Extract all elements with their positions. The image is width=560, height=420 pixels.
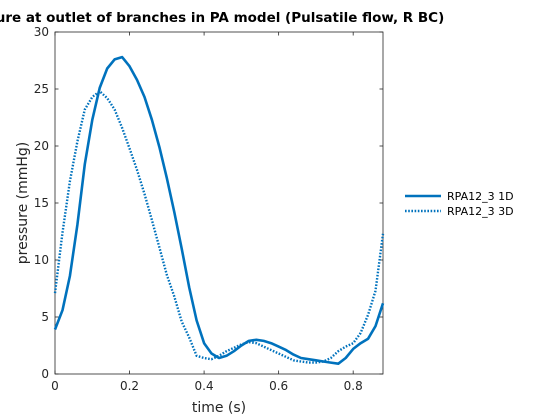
x-tick-label: 0.6: [269, 379, 288, 393]
x-tick-label: 0.2: [120, 379, 139, 393]
y-tick-label: 30: [34, 25, 49, 39]
y-axis: 0 5 10 15 20 25 30: [34, 25, 383, 381]
x-tick-label: 0.4: [195, 379, 214, 393]
y-axis-label: pressure (mmHg): [15, 142, 31, 265]
legend-label: RPA12_3 1D: [447, 190, 514, 203]
legend: RPA12_3 1D RPA12_3 3D: [405, 190, 514, 218]
y-tick-label: 20: [34, 139, 49, 153]
x-tick-label: 0.8: [344, 379, 363, 393]
y-tick-label: 10: [34, 253, 49, 267]
chart-title: ure at outlet of branches in PA model (P…: [0, 10, 444, 26]
series-line-1d: [53, 55, 385, 366]
x-tick-label: 0: [51, 379, 59, 393]
legend-label: RPA12_3 3D: [447, 205, 514, 218]
series-lines: [53, 55, 385, 366]
y-tick-label: 15: [34, 196, 49, 210]
x-axis: 0 0.2 0.4 0.6 0.8: [51, 32, 363, 393]
x-axis-label: time (s): [192, 400, 246, 416]
y-tick-label: 25: [34, 82, 49, 96]
series-line-3d: [53, 90, 385, 364]
y-tick-label: 0: [41, 367, 49, 381]
plot-area: [54, 31, 384, 375]
y-tick-label: 5: [41, 310, 49, 324]
